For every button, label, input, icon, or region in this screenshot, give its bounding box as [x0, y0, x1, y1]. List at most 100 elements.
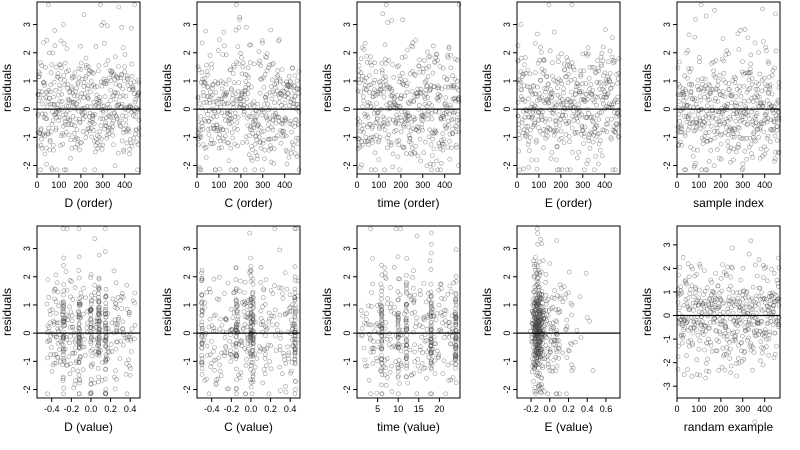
data-point [401, 145, 407, 151]
data-point [382, 372, 388, 378]
data-point [750, 367, 755, 373]
data-point [427, 101, 432, 106]
data-point [389, 86, 395, 92]
y-tick-label: 1 [342, 302, 352, 307]
data-point [774, 343, 779, 349]
data-point [257, 124, 263, 130]
data-point [213, 128, 218, 133]
data-point [404, 118, 410, 124]
data-point [376, 157, 382, 162]
y-tick-label: 0 [22, 331, 32, 336]
data-point [199, 305, 205, 310]
data-point [234, 304, 239, 309]
data-point [743, 319, 748, 325]
data-point [74, 358, 79, 364]
data-point [209, 338, 214, 344]
data-point [226, 140, 231, 146]
data-point [748, 61, 754, 67]
data-point [547, 349, 553, 355]
data-point [113, 113, 119, 119]
data-point [760, 350, 765, 356]
data-point [423, 338, 429, 343]
data-point [70, 367, 76, 372]
data-point [53, 127, 59, 133]
data-point [705, 112, 711, 117]
data-point [51, 94, 57, 100]
data-point [225, 280, 231, 286]
data-point [288, 368, 294, 374]
data-point [202, 76, 207, 81]
data-point [244, 315, 250, 321]
data-point [704, 340, 710, 346]
data-point [609, 116, 614, 122]
data-point [763, 117, 768, 122]
data-point [550, 73, 555, 79]
data-point [763, 264, 769, 270]
data-point [215, 81, 221, 87]
data-point [130, 87, 135, 93]
data-point [105, 58, 111, 63]
data-point [233, 277, 239, 283]
data-point [95, 319, 100, 324]
data-point [746, 77, 752, 83]
data-point [250, 320, 256, 326]
data-point [61, 322, 67, 328]
data-point [591, 65, 597, 70]
data-point [694, 271, 699, 277]
data-point [446, 46, 452, 51]
data-point [60, 342, 66, 348]
data-point [748, 341, 754, 346]
data-point [533, 267, 538, 273]
data-point [254, 356, 260, 361]
data-point [120, 326, 126, 331]
data-point [427, 54, 433, 59]
data-point [380, 75, 386, 81]
data-point [220, 136, 226, 141]
data-point [453, 365, 458, 371]
data-point [702, 288, 708, 294]
data-point [445, 55, 451, 60]
data-point [448, 65, 454, 71]
data-point [265, 65, 271, 71]
data-point [292, 349, 298, 355]
data-point [95, 366, 101, 371]
data-point [449, 360, 455, 366]
data-point [752, 419, 758, 425]
data-point [261, 138, 266, 143]
data-point [38, 142, 44, 148]
data-point [527, 71, 533, 77]
data-point [701, 309, 707, 314]
data-point [228, 145, 234, 151]
data-point [597, 147, 603, 153]
data-point [103, 376, 108, 382]
data-point [726, 51, 731, 56]
data-point [687, 82, 692, 87]
data-point [435, 354, 441, 359]
data-point [745, 337, 750, 343]
data-point [88, 316, 94, 321]
data-point [733, 76, 738, 81]
data-point [258, 146, 264, 151]
data-point [285, 344, 290, 350]
data-point [104, 123, 109, 129]
data-point [358, 70, 364, 75]
data-point [766, 308, 771, 314]
data-point [267, 316, 272, 322]
data-point [391, 343, 397, 349]
data-point [228, 306, 234, 312]
data-point [198, 167, 204, 173]
data-point [570, 65, 576, 70]
data-point [389, 363, 394, 369]
data-point [532, 385, 538, 390]
data-point [224, 90, 229, 95]
data-point [117, 356, 123, 361]
data-point [102, 123, 108, 128]
data-point [103, 338, 108, 344]
data-point [271, 161, 277, 166]
data-point [572, 77, 578, 82]
data-point [221, 29, 227, 35]
data-point [205, 84, 211, 89]
data-point [234, 348, 239, 353]
data-point [532, 120, 538, 126]
